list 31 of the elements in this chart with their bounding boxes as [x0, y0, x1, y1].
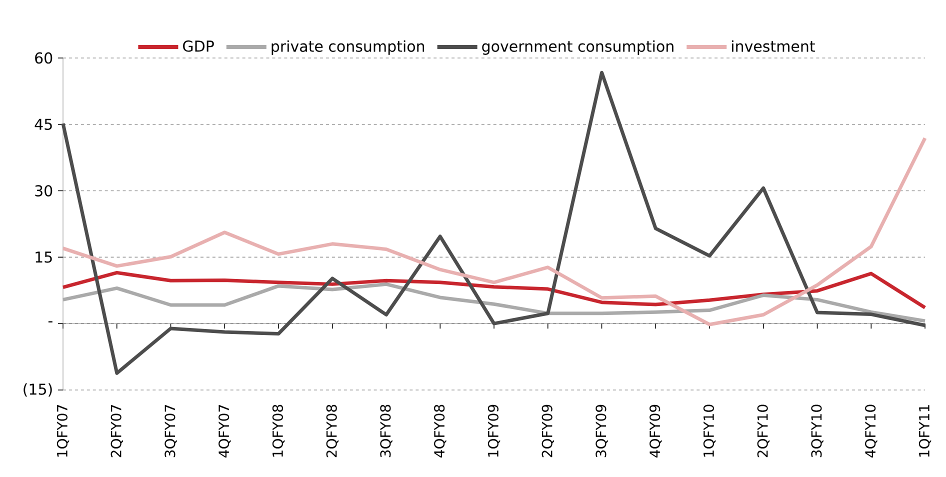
line-series — [61, 136, 927, 326]
x-tick-label: 4QFY07 — [218, 405, 231, 458]
x-tick-label: 4QFY10 — [865, 404, 878, 458]
legend-label: private consumption — [272, 40, 424, 55]
line-series — [61, 270, 927, 310]
legend-label: government consumption — [482, 40, 674, 55]
x-tick-label: 2QFY08 — [326, 404, 338, 458]
y-tick-label: 45 — [34, 118, 52, 130]
x-tick-label: 3QFY09 — [596, 404, 608, 458]
x-tick-label: 4QFY09 — [650, 404, 662, 458]
line-series — [61, 282, 927, 323]
x-tick-label: 2QFY09 — [542, 404, 554, 458]
line-series — [61, 70, 927, 375]
x-tick-label: 1QFY07 — [56, 405, 70, 457]
legend-label: investment — [732, 40, 815, 52]
y-tick-label: 30 — [35, 185, 52, 196]
y-tick-label: 60 — [35, 52, 52, 64]
x-tick-label: 3QFY07 — [164, 405, 177, 458]
x-tick-label: 3QFY08 — [380, 404, 392, 458]
x-tick-label: 2QFY07 — [110, 405, 123, 458]
x-tick-label: 3QFY10 — [811, 404, 824, 458]
x-tick-label: 1QFY11 — [918, 405, 932, 457]
y-tick-label: - — [48, 321, 52, 322]
x-tick-label: 1QFY10 — [703, 404, 716, 457]
x-tick-label: 2QFY10 — [757, 404, 770, 458]
y-tick-label: 15 — [36, 252, 52, 263]
x-tick-label: 4QFY08 — [434, 404, 446, 458]
y-tick-label: (15) — [24, 383, 52, 397]
x-tick-label: 1QFY09 — [488, 404, 500, 457]
legend-label: GDP — [183, 40, 214, 52]
x-tick-label: 1QFY08 — [272, 404, 285, 457]
